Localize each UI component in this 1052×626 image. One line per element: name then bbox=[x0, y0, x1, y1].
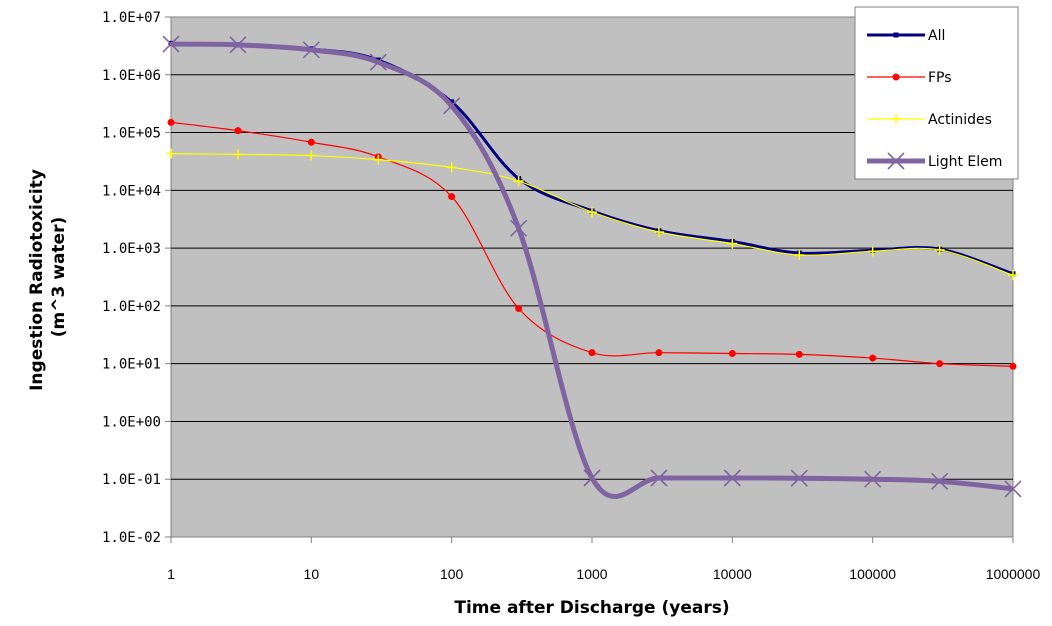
x-tick-label: 1000000 bbox=[986, 566, 1041, 582]
data-point-actinides bbox=[373, 154, 384, 165]
legend-label-fps: FPs bbox=[928, 70, 952, 86]
x-axis: 1 10 100 1000 10000 100000 1000000 bbox=[167, 537, 1040, 582]
y-tick-label: 1.0E+07 bbox=[102, 10, 161, 26]
y-axis-title-line-1: Ingestion Radiotoxicity bbox=[27, 169, 47, 391]
data-point-light-elem bbox=[931, 472, 949, 490]
data-point-fps bbox=[936, 360, 944, 368]
y-tick-label: 1.0E+00 bbox=[102, 414, 161, 430]
data-point-actinides bbox=[513, 176, 524, 187]
y-tick-label: 1.0E-01 bbox=[102, 472, 161, 488]
data-point-actinides bbox=[727, 238, 738, 249]
y-tick-label: 1.0E+03 bbox=[102, 241, 161, 257]
legend-label-actinides: Actinides bbox=[928, 112, 992, 128]
data-point-light-elem bbox=[229, 36, 247, 54]
data-point-actinides bbox=[794, 249, 805, 260]
x-tick-label: 100 bbox=[440, 566, 464, 582]
y-axis-title: Ingestion Radiotoxicity (m^3 water) bbox=[27, 163, 69, 391]
data-point-fps bbox=[795, 350, 803, 358]
data-point-light-elem bbox=[790, 469, 808, 487]
x-tick-label: 1000 bbox=[576, 566, 607, 582]
legend-marker-actinides bbox=[891, 114, 901, 124]
data-point-actinides bbox=[1008, 270, 1018, 281]
data-point-light-elem bbox=[302, 41, 320, 59]
data-point-light-elem bbox=[864, 470, 882, 488]
data-point-fps bbox=[167, 118, 175, 126]
data-point-fps bbox=[448, 193, 456, 201]
data-point-fps bbox=[307, 138, 315, 146]
data-point-actinides bbox=[934, 244, 945, 255]
data-point-fps bbox=[728, 349, 736, 357]
y-axis-title-line-2: (m^3 water) bbox=[49, 217, 69, 337]
y-tick-label: 1.0E+01 bbox=[102, 357, 161, 373]
legend-label-light-elem: Light Elem bbox=[928, 154, 1002, 170]
data-point-actinides bbox=[306, 150, 317, 161]
data-point-light-elem bbox=[510, 219, 528, 237]
series-line-light-elem bbox=[170, 41, 1014, 499]
data-point-light-elem bbox=[650, 469, 668, 487]
legend-marker-light-elem bbox=[887, 152, 905, 170]
legend-label-all: All bbox=[928, 28, 945, 44]
data-point-fps bbox=[1009, 362, 1017, 370]
x-tick-label: 1 bbox=[167, 566, 175, 582]
data-point-fps bbox=[588, 349, 596, 357]
legend-marker-all bbox=[893, 32, 899, 38]
data-point-light-elem bbox=[162, 35, 180, 53]
data-point-actinides bbox=[653, 227, 664, 238]
series-layer bbox=[162, 35, 1022, 499]
data-point-actinides bbox=[587, 207, 597, 218]
data-point-light-elem bbox=[1004, 480, 1022, 498]
y-tick-label: 1.0E+05 bbox=[102, 126, 161, 142]
data-point-actinides bbox=[166, 148, 176, 159]
x-tick-label: 10 bbox=[304, 566, 320, 582]
data-point-light-elem bbox=[583, 469, 601, 487]
y-tick-label: 1.0E+02 bbox=[102, 299, 161, 315]
y-tick-label: 1.0E-02 bbox=[102, 530, 161, 546]
data-point-light-elem bbox=[369, 53, 387, 71]
data-point-light-elem bbox=[443, 97, 461, 115]
data-point-actinides bbox=[446, 162, 457, 173]
data-point-fps bbox=[869, 354, 877, 362]
legend-marker-fps bbox=[892, 73, 900, 81]
series-actinides bbox=[166, 148, 1018, 281]
y-axis: 1.0E+07 1.0E+06 1.0E+05 1.0E+04 1.0E+03 1.0E+… bbox=[102, 10, 171, 546]
data-point-light-elem bbox=[723, 469, 741, 487]
data-point-all bbox=[449, 99, 455, 105]
data-point-fps bbox=[515, 305, 523, 313]
x-tick-label: 10000 bbox=[713, 566, 752, 582]
x-tick-label: 100000 bbox=[849, 566, 896, 582]
data-point-actinides bbox=[232, 149, 243, 160]
data-point-fps bbox=[234, 127, 242, 135]
y-tick-label: 1.0E+06 bbox=[102, 68, 161, 84]
x-axis-title: Time after Discharge (years) bbox=[454, 598, 729, 618]
data-point-fps bbox=[655, 349, 663, 357]
series-light-elem bbox=[162, 35, 1022, 499]
y-tick-label: 1.0E+04 bbox=[102, 183, 161, 199]
data-point-actinides bbox=[867, 246, 878, 257]
legend: All FPs Actinides Light Elem bbox=[854, 6, 1019, 180]
